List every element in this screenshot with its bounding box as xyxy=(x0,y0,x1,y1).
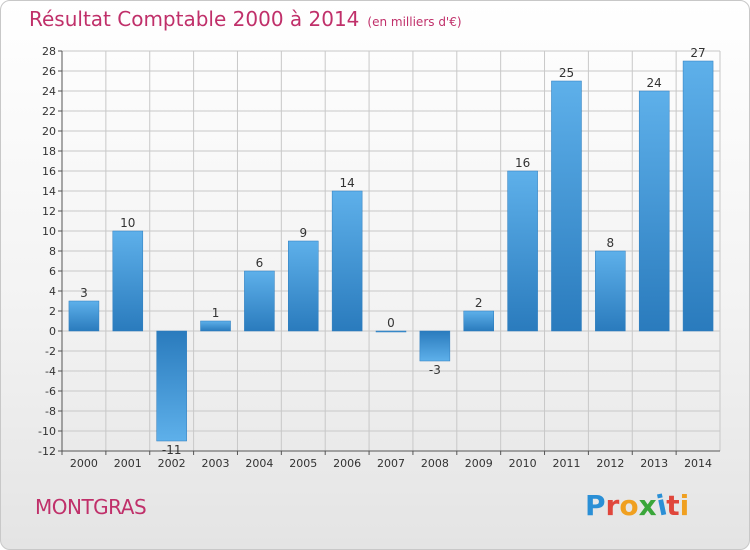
bar-2007 xyxy=(375,330,407,333)
y-tick-label: 12 xyxy=(42,205,56,218)
y-tick-label: 24 xyxy=(42,85,56,98)
bar-2012 xyxy=(595,250,626,332)
y-tick-label: 2 xyxy=(49,305,56,318)
bar-2002 xyxy=(156,330,187,442)
data-label-2014: 27 xyxy=(690,46,705,60)
bar-2000 xyxy=(68,300,100,332)
y-tick-label: 20 xyxy=(42,125,56,138)
bar-2001 xyxy=(112,230,144,332)
data-label-2009: 2 xyxy=(475,296,483,310)
logo-letter: r xyxy=(605,489,620,522)
y-tick-label: 18 xyxy=(42,145,56,158)
logo-letter: t xyxy=(666,489,680,522)
data-label-2011: 25 xyxy=(559,66,574,80)
y-tick-label: -8 xyxy=(45,405,56,418)
y-tick-label: 28 xyxy=(42,45,56,58)
data-label-2010: 16 xyxy=(515,156,530,170)
y-tick-label: 16 xyxy=(42,165,56,178)
location-name: MONTGRAS xyxy=(35,495,147,519)
bar-2008 xyxy=(419,330,451,362)
y-tick-label: -6 xyxy=(45,385,56,398)
y-tick-label: -2 xyxy=(45,345,56,358)
x-tick-label: 2002 xyxy=(158,457,186,470)
x-tick-label: 2008 xyxy=(421,457,449,470)
y-tick-label: 22 xyxy=(42,105,56,118)
axes: -12-10-8-6-4-202468101214161820222426282… xyxy=(38,45,720,470)
x-tick-label: 2004 xyxy=(245,457,273,470)
x-tick-label: 2012 xyxy=(596,457,624,470)
data-label-2007: 0 xyxy=(387,316,395,330)
bars xyxy=(68,60,714,442)
y-tick-label: 8 xyxy=(49,245,56,258)
bar-2011 xyxy=(551,80,582,332)
x-tick-label: 2010 xyxy=(509,457,537,470)
bar-2004 xyxy=(244,270,275,332)
data-label-2003: 1 xyxy=(212,306,220,320)
x-tick-label: 2003 xyxy=(202,457,230,470)
logo-letter: P xyxy=(585,489,606,522)
data-label-2002: -11 xyxy=(162,443,182,457)
data-label-2000: 3 xyxy=(80,286,88,300)
x-tick-label: 2000 xyxy=(70,457,98,470)
data-label-2005: 9 xyxy=(299,226,307,240)
y-tick-label: 6 xyxy=(49,265,56,278)
y-tick-label: 0 xyxy=(49,325,56,338)
y-tick-label: 14 xyxy=(42,185,56,198)
chart-subtitle: (en milliers d'€) xyxy=(367,15,462,29)
logo-letter: i xyxy=(679,489,690,522)
x-tick-label: 2006 xyxy=(333,457,361,470)
bar-2003 xyxy=(200,320,231,332)
bar-2013 xyxy=(638,90,670,332)
data-label-2008: -3 xyxy=(429,363,441,377)
x-tick-label: 2013 xyxy=(640,457,668,470)
bar-2014 xyxy=(682,60,714,332)
x-tick-label: 2005 xyxy=(289,457,317,470)
logo-letter: o xyxy=(619,489,639,522)
bar-2006 xyxy=(331,190,363,332)
bar-2010 xyxy=(507,170,538,332)
x-tick-label: 2011 xyxy=(552,457,580,470)
x-tick-label: 2001 xyxy=(114,457,142,470)
data-label-2006: 14 xyxy=(339,176,354,190)
data-label-2001: 10 xyxy=(120,216,135,230)
y-tick-label: -4 xyxy=(45,365,56,378)
bar-2005 xyxy=(288,240,319,332)
bar-2009 xyxy=(463,310,494,332)
x-tick-label: 2007 xyxy=(377,457,405,470)
x-tick-label: 2014 xyxy=(684,457,712,470)
x-tick-label: 2009 xyxy=(465,457,493,470)
chart-title: Résultat Comptable 2000 à 2014 (en millie… xyxy=(29,7,462,31)
data-label-2013: 24 xyxy=(647,76,662,90)
y-tick-label: -12 xyxy=(38,445,56,458)
data-label-2012: 8 xyxy=(607,236,615,250)
y-tick-label: -10 xyxy=(38,425,56,438)
proxiti-logo: Proxiti xyxy=(585,488,690,522)
data-label-2004: 6 xyxy=(256,256,264,270)
y-tick-label: 4 xyxy=(49,285,56,298)
logo-letter: x xyxy=(638,489,657,522)
y-tick-label: 10 xyxy=(42,225,56,238)
title-text: Résultat Comptable 2000 à 2014 xyxy=(29,7,360,31)
y-tick-label: 26 xyxy=(42,65,56,78)
